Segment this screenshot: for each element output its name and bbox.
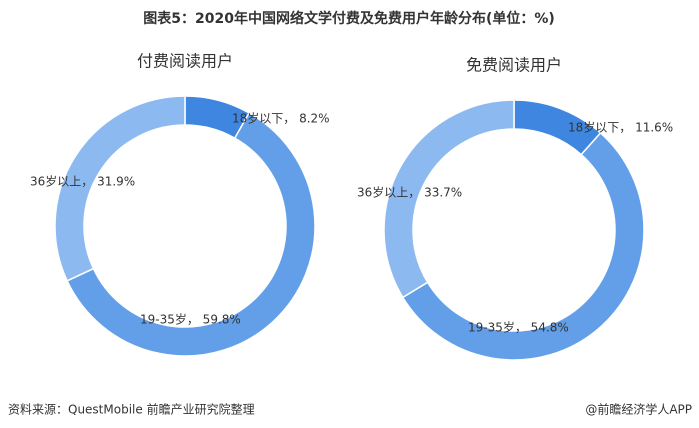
source: 资料来源：QuestMobile 前瞻产业研究院整理 <box>8 402 255 417</box>
data-label: 19-35岁， 54.8% <box>468 320 569 335</box>
chart-title: 付费阅读用户 <box>137 52 233 71</box>
credit: @前瞻经济学人APP <box>585 402 692 417</box>
donut-slice <box>401 131 645 361</box>
page-title: 图表5：2020年中国网络文学付费及免费用户年龄分布(单位：%) <box>143 10 555 27</box>
chart-title: 免费阅读用户 <box>466 56 562 75</box>
data-label: 18岁以下， 11.6% <box>568 120 673 135</box>
donut-slice <box>383 99 515 299</box>
data-label: 36岁以上， 33.7% <box>357 185 462 200</box>
donut-slice <box>66 111 316 357</box>
data-label: 19-35岁， 59.8% <box>140 312 241 327</box>
data-label: 18岁以下， 8.2% <box>232 111 330 126</box>
data-label: 36岁以上， 31.9% <box>30 174 135 189</box>
donut-slice <box>54 95 186 282</box>
